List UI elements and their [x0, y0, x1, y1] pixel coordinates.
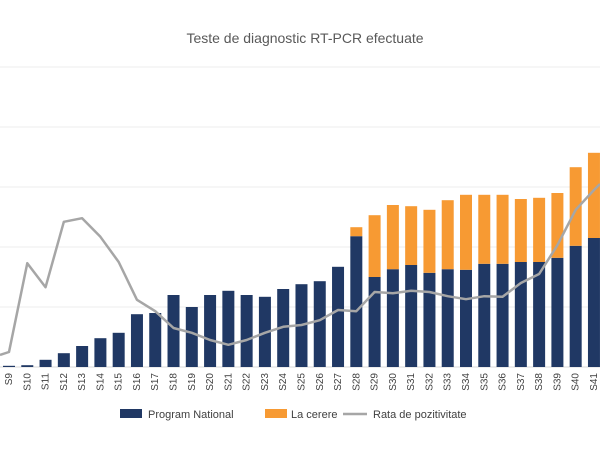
- x-axis-ticks: S9 S10 S11 S12 S13 S14 S15 S16 S17 S18 S19 S20 S21 S2…: [4, 373, 600, 391]
- bar-program-national: [185, 307, 198, 367]
- bar-program-national: [240, 295, 253, 367]
- bar-program-national: [204, 295, 217, 367]
- x-tick-label: S13: [77, 373, 88, 391]
- x-tick-label: S33: [443, 373, 454, 391]
- x-tick-label: S28: [351, 373, 362, 391]
- legend: Program National La cerere Rata de pozitiv…: [120, 409, 467, 421]
- bar-program-national: [533, 262, 546, 367]
- line-rata-de-pozitivitate: [0, 183, 600, 357]
- x-tick-label: S18: [169, 373, 180, 391]
- bar-program-national: [94, 338, 107, 367]
- chart-title: Teste de diagnostic RT-PCR efectuate: [186, 30, 423, 46]
- bar-program-national: [76, 346, 89, 367]
- x-tick-label: S20: [205, 373, 216, 391]
- bar-program-national: [313, 281, 326, 367]
- bar-program-national: [57, 353, 70, 367]
- bar-la-cerere: [551, 193, 564, 258]
- bar-program-national: [3, 365, 15, 367]
- positivity-line: [0, 183, 600, 357]
- x-tick-label: S39: [552, 373, 563, 391]
- bar-program-national: [149, 313, 162, 367]
- bar-program-national: [21, 365, 34, 367]
- legend-label-program-national: Program National: [148, 409, 234, 421]
- x-tick-label: S22: [242, 373, 253, 391]
- x-tick-label: S37: [516, 373, 527, 391]
- bar-la-cerere: [386, 205, 399, 270]
- bar-program-national: [569, 245, 582, 367]
- bar-la-cerere: [405, 206, 418, 265]
- x-tick-label: S26: [315, 373, 326, 391]
- bar-program-national: [460, 269, 472, 367]
- bar-program-national: [423, 272, 436, 367]
- bar-program-national: [350, 236, 363, 367]
- bar-program-national: [130, 314, 143, 367]
- x-tick-label: S41: [589, 373, 600, 391]
- x-tick-label: S23: [260, 373, 271, 391]
- x-tick-label: S12: [59, 373, 70, 391]
- x-tick-label: S14: [95, 373, 106, 391]
- bar-program-national: [112, 332, 125, 367]
- bar-la-cerere: [423, 209, 436, 273]
- x-tick-label: S9: [4, 373, 15, 386]
- x-tick-label: S30: [388, 373, 399, 391]
- x-tick-label: S29: [370, 373, 381, 391]
- x-tick-label: S10: [22, 373, 33, 391]
- bar-la-cerere: [514, 199, 527, 262]
- legend-label-la-cerere: La cerere: [291, 409, 337, 421]
- x-tick-label: S15: [114, 373, 125, 391]
- x-tick-label: S11: [41, 373, 52, 390]
- bar-program-national: [551, 257, 564, 367]
- bar-la-cerere: [350, 227, 363, 237]
- x-tick-label: S27: [333, 373, 344, 391]
- bar-la-cerere: [587, 152, 600, 238]
- bar-program-national: [514, 262, 527, 367]
- bar-la-cerere: [460, 194, 472, 270]
- bar-la-cerere: [478, 194, 491, 264]
- bar-program-national: [386, 269, 399, 367]
- x-tick-label: S34: [461, 373, 472, 391]
- x-tick-label: S35: [479, 373, 490, 391]
- bar-program-national: [587, 238, 600, 367]
- x-tick-label: S32: [424, 373, 435, 391]
- bar-la-cerere: [368, 215, 381, 277]
- legend-label-rata: Rata de pozitivitate: [373, 409, 467, 421]
- x-tick-label: S16: [132, 373, 143, 391]
- x-tick-label: S40: [571, 373, 582, 391]
- x-tick-label: S25: [296, 373, 307, 391]
- x-tick-label: S19: [187, 373, 198, 391]
- legend-swatch-la-cerere: [265, 409, 287, 418]
- bar-la-cerere: [533, 197, 546, 262]
- bar-program-national: [405, 265, 418, 367]
- bar-la-cerere: [496, 194, 509, 264]
- bar-la-cerere: [569, 167, 582, 246]
- bar-program-national: [368, 277, 381, 367]
- bar-program-national: [441, 269, 454, 367]
- bar-program-national: [39, 359, 52, 367]
- legend-swatch-program-national: [120, 409, 142, 418]
- bar-program-national: [496, 263, 509, 367]
- x-tick-label: S36: [498, 373, 509, 391]
- x-tick-label: S38: [534, 373, 545, 391]
- bar-program-national: [332, 266, 345, 367]
- bar-program-national: [478, 263, 491, 367]
- bar-la-cerere: [441, 200, 454, 270]
- bar-program-national: [167, 295, 180, 367]
- x-tick-label: S24: [278, 373, 289, 391]
- x-tick-label: S31: [406, 373, 417, 391]
- bar-program-national: [222, 290, 235, 367]
- x-tick-label: S17: [150, 373, 161, 391]
- bars: [3, 152, 600, 367]
- x-tick-label: S21: [223, 373, 234, 391]
